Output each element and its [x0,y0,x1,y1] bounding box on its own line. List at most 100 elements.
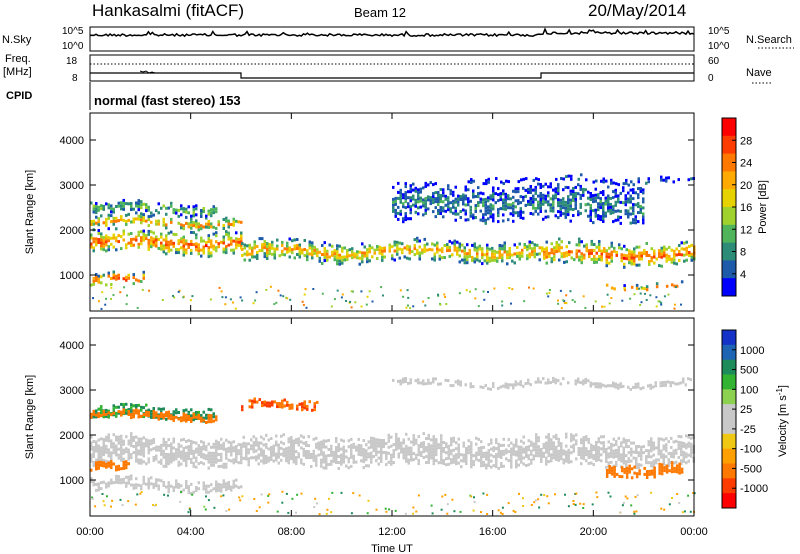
heatmap-cell [278,402,281,406]
heatmap-cell [602,202,605,205]
heatmap-cell [627,200,630,204]
heatmap-cell [610,286,614,290]
heatmap-cell [172,458,175,462]
heatmap-cell [563,254,566,258]
heatmap-cell [257,447,260,451]
heatmap-cell [112,404,115,408]
heatmap-cell [408,245,411,249]
heatmap-cell [197,246,200,250]
heatmap-cell [580,453,583,457]
heatmap-cell [474,210,477,213]
heatmap-cell [105,240,108,244]
heatmap-cell [543,494,546,497]
heatmap-cell [137,415,140,419]
heatmap-cell [675,253,678,257]
heatmap-cell [542,217,545,221]
heatmap-cell [447,187,450,191]
heatmap-cell [437,382,440,386]
heatmap-cell [157,487,160,491]
heatmap-cell [207,225,210,229]
heatmap-cell [450,449,453,453]
heatmap-cell [413,244,416,248]
heatmap-cell [247,451,250,455]
heatmap-cell [690,258,693,262]
heatmap-cell [450,440,453,444]
cpid-text: normal (fast stereo) 153 [94,93,241,108]
heatmap-cell [105,450,108,454]
heatmap-cell [496,259,499,263]
heatmap-cell [202,441,205,445]
heatmap-cell [175,485,178,489]
heatmap-cell [492,385,495,389]
heatmap-cell [658,255,661,259]
heatmap-cell [347,445,350,449]
x-tick-label: 04:00 [177,526,205,538]
heatmap-cell [497,442,500,446]
heatmap-cell [361,260,364,264]
heatmap-cell [110,242,113,246]
heatmap-cell [337,443,340,446]
heatmap-cell [185,480,188,483]
heatmap-cell [550,242,553,246]
heatmap-cell [97,482,100,486]
heatmap-cell [412,194,415,198]
heatmap-cell [306,252,309,256]
heatmap-cell [132,243,135,247]
heatmap-cell [662,447,665,451]
heatmap-cell [401,242,404,246]
heatmap-cell [262,449,265,453]
heatmap-cell [567,201,570,205]
heatmap-cell [190,242,193,246]
heatmap-cell [342,451,345,455]
heatmap-cell [635,466,638,469]
heatmap-cell [127,408,130,412]
heatmap-cell [450,461,453,465]
heatmap-cell [298,249,301,253]
heatmap-cell [692,492,695,494]
heatmap-cell [245,454,248,458]
heatmap-cell [627,209,630,213]
heatmap-cell [452,439,455,443]
heatmap-cell [404,512,407,515]
heatmap-cell [562,449,565,453]
heatmap-cell [660,437,663,441]
heatmap-cell [414,379,417,383]
heatmap-cell [464,212,467,216]
heatmap-cell [291,406,294,410]
heatmap-cell [645,473,649,476]
heatmap-cell [210,225,213,229]
heatmap-cell [647,440,650,444]
heatmap-cell [132,436,135,439]
heatmap-cell [525,452,528,455]
heatmap-cell [282,448,285,452]
heatmap-cell [552,203,555,207]
heatmap-cell [340,459,343,463]
heatmap-cell [575,492,578,495]
heatmap-cell [407,304,409,307]
heatmap-cell [402,447,405,451]
heatmap-cell [629,200,632,204]
heatmap-cell [135,238,138,242]
heatmap-cell [157,211,160,215]
heatmap-cell [407,205,410,209]
heatmap-cell [90,459,93,463]
heatmap-cell [678,253,681,256]
heatmap-cell [162,452,165,456]
heatmap-cell [110,207,113,211]
heatmap-cell [520,178,523,182]
heatmap-cell [639,304,642,306]
heatmap-cell [592,463,595,467]
heatmap-cell [175,211,178,215]
heatmap-cell [110,445,113,449]
heatmap-cell [614,385,617,389]
heatmap-cell [627,451,630,455]
heatmap-cell [670,248,673,252]
heatmap-cell [271,403,274,407]
heatmap-cell [130,406,133,410]
heatmap-cell [670,464,674,468]
heatmap-cell [562,200,565,204]
heatmap-cell [372,443,375,447]
heatmap-cell [241,299,244,302]
heatmap-cell [402,453,405,457]
heatmap-cell [365,449,368,453]
